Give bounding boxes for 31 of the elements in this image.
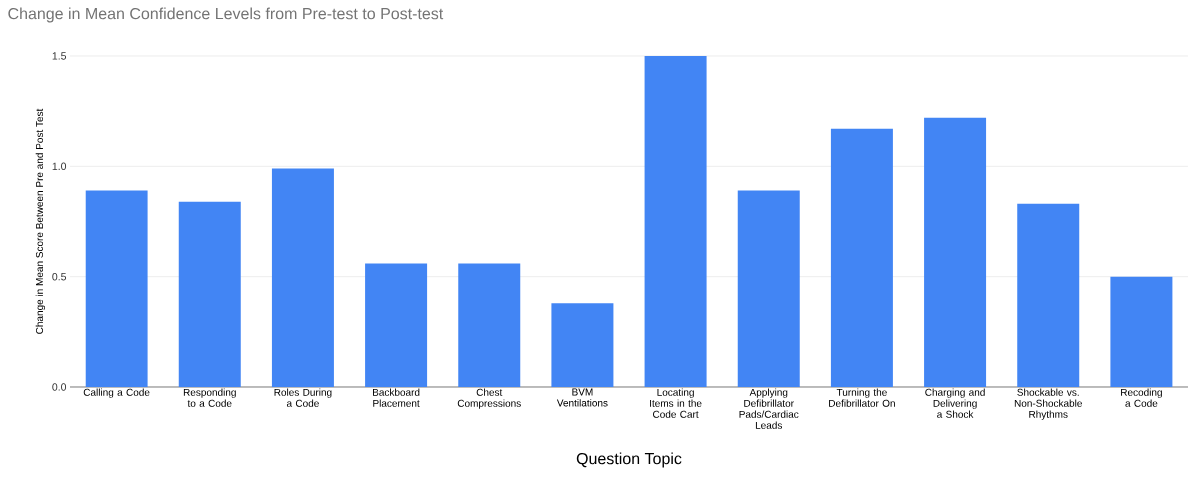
- y-tick-label: 1.5: [52, 52, 67, 60]
- bar: [1017, 203, 1080, 387]
- x-tick-label: Charging and Delivering a Shock: [925, 388, 985, 418]
- bar: [737, 190, 800, 387]
- bar: [1110, 276, 1173, 387]
- x-tick-label: Roles During a Code: [274, 388, 332, 407]
- y-tick-label: 1.0: [52, 162, 67, 171]
- bar: [85, 190, 148, 387]
- x-tick-label: Shockable vs. Non-Shockable Rhythms: [1014, 388, 1082, 420]
- y-axis-title: Change in Mean Score Between Pre and Post Test: [35, 108, 46, 334]
- bar: [365, 263, 428, 387]
- x-tick-label: Locating Items in the Code Cart: [650, 388, 702, 418]
- bar: [924, 117, 987, 387]
- x-tick-label: Recoding a Code: [1121, 388, 1162, 407]
- x-tick-label: Backboard Placement: [373, 388, 420, 407]
- bar: [271, 168, 334, 387]
- bar: [178, 201, 241, 387]
- x-tick-label: BVM Ventilations: [556, 388, 608, 407]
- x-axis-title: Question Topic: [576, 452, 682, 468]
- x-tick-label: Applying Defibrillator Pads/Cardiac Leads: [739, 388, 799, 429]
- bar: [830, 128, 893, 387]
- x-tick-label: Turning the Defibrillator On: [829, 388, 895, 407]
- x-tick-label: Calling a Code: [83, 388, 150, 398]
- y-tick-label: 0.5: [52, 272, 67, 281]
- bar: [551, 303, 614, 387]
- x-tick-label: Responding to a Code: [183, 388, 236, 407]
- bar: [644, 55, 707, 387]
- y-tick-label: 0.0: [52, 383, 67, 391]
- x-tick-label: Chest Compressions: [457, 388, 521, 409]
- bar: [458, 263, 521, 387]
- chart-title: Change in Mean Confidence Levels from Pre-test to Post-test: [8, 7, 444, 23]
